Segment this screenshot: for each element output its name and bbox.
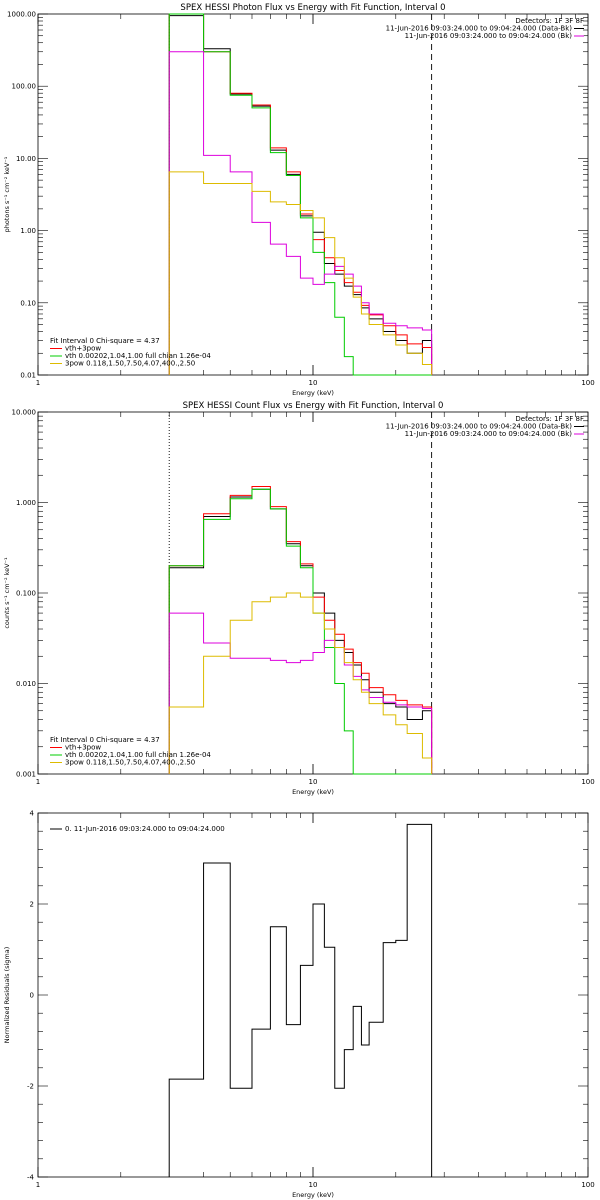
legend-entry: Detectors: 1F 3F 8F [515, 415, 584, 423]
y-axis-label: Normalized Residuals (sigma) [3, 947, 11, 1044]
legend-entry: vth+3pow [65, 345, 101, 353]
series-line-1 [168, 486, 433, 774]
series-line-2 [168, 488, 432, 775]
legend-entry: vth+3pow [65, 744, 101, 752]
y-tick-label: 2 [30, 901, 34, 909]
chart-title: SPEX HESSI Count Flux vs Energy with Fit… [183, 401, 444, 411]
x-axis-label: Energy (keV) [292, 788, 334, 796]
legend-entry: 3pow 0.118,1.50,7.50,4.07,400.,2.50 [65, 759, 195, 767]
series-line-2 [168, 13, 432, 376]
y-tick-label: 0 [30, 992, 34, 1000]
y-tick-label: 1.00 [20, 227, 36, 235]
series-line-4 [168, 171, 433, 375]
y-tick-label: 10.000 [12, 409, 37, 417]
series-line-3 [168, 51, 433, 375]
legend-entry: vth 0.00202,1.04,1.00 full chian 1.26e-0… [65, 751, 211, 759]
x-tick-label: 1 [36, 778, 40, 786]
y-tick-label: 0.001 [16, 771, 36, 779]
y-axis-label: photons s⁻¹ cm⁻² keV⁻¹ [3, 156, 11, 232]
chart-title: SPEX HESSI Photon Flux vs Energy with Fi… [180, 3, 445, 13]
y-tick-label: -2 [27, 1083, 34, 1091]
legend-entry: 11-Jun-2016 09:03:24.000 to 09:04:24.000… [386, 423, 573, 431]
legend-entry: 11-Jun-2016 09:03:24.000 to 09:04:24.000… [405, 430, 573, 438]
plot-frame-2 [37, 812, 589, 1178]
y-tick-label: 0.01 [20, 372, 36, 380]
y-tick-label: 0.100 [16, 590, 36, 598]
y-axis-label: counts s⁻¹ cm⁻² keV⁻¹ [3, 557, 11, 629]
x-tick-label: 10 [309, 379, 318, 387]
x-tick-label: 100 [581, 778, 594, 786]
legend-entry: Detectors: 1F 3F 8F [515, 17, 584, 25]
y-tick-label: 100.00 [12, 83, 37, 91]
legend-entry: 3pow 0.118,1.50,7.50,4.07,400.,2.50 [65, 360, 195, 368]
x-tick-label: 100 [581, 1181, 594, 1189]
y-tick-label: 4 [30, 810, 35, 818]
legend-entry: vth 0.00202,1.04,1.00 full chian 1.26e-0… [65, 352, 211, 360]
x-tick-label: 10 [309, 778, 318, 786]
legend-entry: 11-Jun-2016 09:03:24.000 to 09:04:24.000… [386, 25, 573, 33]
legend-entry: 11-Jun-2016 09:03:24.000 to 09:04:24.000… [405, 32, 573, 40]
series-line-0 [168, 488, 433, 774]
y-tick-label: 0.10 [20, 299, 36, 307]
legend-entry: Fit Interval 0 Chi-square = 4.37 [50, 337, 160, 345]
y-tick-label: 0.010 [16, 680, 36, 688]
y-tick-label: 1.000 [16, 499, 36, 507]
y-tick-label: -4 [27, 1174, 35, 1182]
series-line-4 [168, 592, 433, 774]
x-tick-label: 1 [36, 379, 40, 387]
x-axis-label: Energy (keV) [292, 389, 334, 397]
legend-entry: 0. 11-Jun-2016 09:03:24.000 to 09:04:24.… [65, 825, 225, 833]
series-line-0 [168, 823, 433, 1177]
legend-entry: Fit Interval 0 Chi-square = 4.37 [50, 736, 160, 744]
series-line-3 [168, 612, 433, 774]
x-tick-label: 100 [581, 379, 594, 387]
y-tick-label: 10.00 [16, 155, 36, 163]
x-tick-label: 10 [309, 1181, 318, 1189]
x-tick-label: 1 [36, 1181, 40, 1189]
x-axis-label: Energy (keV) [292, 1191, 334, 1199]
y-tick-label: 1000.00 [7, 11, 36, 19]
plot-frame-0 [37, 13, 589, 376]
